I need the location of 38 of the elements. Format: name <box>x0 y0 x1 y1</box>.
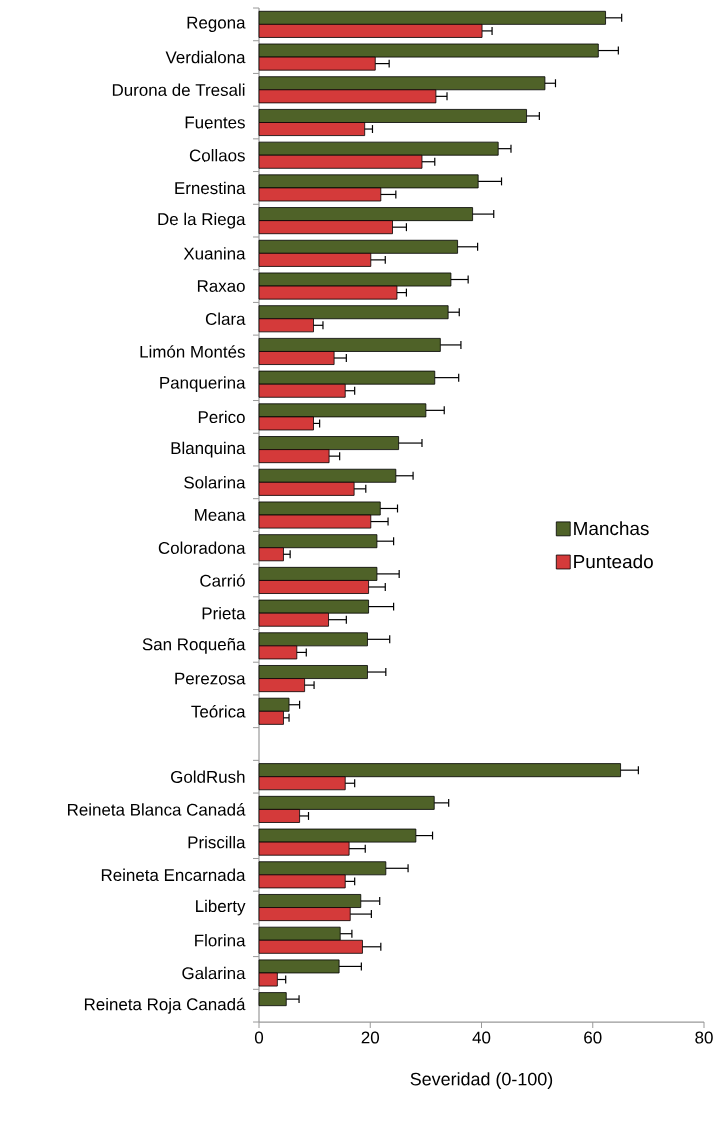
y-tick-label: Raxao <box>197 280 245 292</box>
y-tick-label: Collaos <box>189 149 245 162</box>
y-tick-label: Limón Montés <box>140 345 245 358</box>
y-tick-label: Prieta <box>202 606 246 620</box>
y-tick-label: Xuanina <box>183 247 246 260</box>
y-tick-label: Galarina <box>182 966 246 980</box>
x-tick-label: 60 <box>584 1031 602 1044</box>
y-tick-label: Solarina <box>184 476 246 489</box>
y-tick-label: De la Riega <box>158 212 246 229</box>
y-tick-label: Blanquina <box>171 441 246 458</box>
y-tick-label: GoldRush <box>171 770 245 783</box>
y-tick-label: Perico <box>198 410 245 424</box>
legend-label: Manchas <box>574 521 649 536</box>
y-tick-label: Regona <box>187 16 246 32</box>
y-tick-label: Perezosa <box>175 672 246 685</box>
y-tick-label: Liberty <box>196 899 246 916</box>
y-tick-label: Florina <box>195 934 246 947</box>
y-tick-label: Teórica <box>191 704 246 718</box>
y-tick-label: Durona de Tresali <box>112 83 245 97</box>
y-tick-label: Priscilla <box>188 835 246 849</box>
y-tick-label: Panquerina <box>160 376 246 393</box>
y-tick-label: Carrió <box>200 574 245 587</box>
x-tick-label: 0 <box>254 1031 264 1044</box>
y-tick-label: Ernestina <box>175 181 246 195</box>
y-tick-label: Reineta Roja Canadá <box>84 997 246 1014</box>
y-tick-label: Meana <box>195 509 246 521</box>
y-tick-label: Coloradona <box>158 541 246 554</box>
x-tick-label: 80 <box>695 1031 713 1044</box>
y-tick-label: San Roqueña <box>142 638 246 654</box>
y-tick-label: Reineta Blanca Canadá <box>68 803 246 816</box>
x-tick-label: 20 <box>361 1031 380 1044</box>
legend-label: Punteado <box>574 554 653 569</box>
y-tick-label: Fuentes <box>185 116 245 129</box>
x-axis-title: Severidad (0-100) <box>410 1072 553 1089</box>
x-tick-label: 40 <box>472 1031 491 1044</box>
y-tick-label: Verdialona <box>165 50 246 64</box>
y-tick-label: Reineta Encarnada <box>101 868 246 882</box>
y-tick-label: Clara <box>205 312 246 325</box>
